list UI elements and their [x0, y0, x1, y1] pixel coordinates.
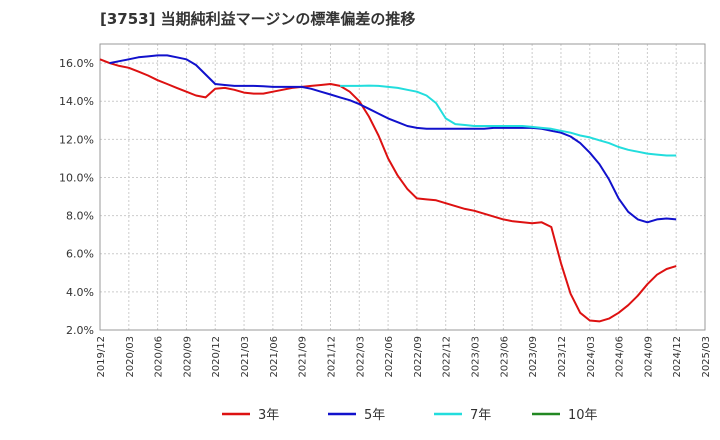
x-tick-label: 2021/12	[326, 336, 337, 378]
series-layer	[99, 54, 677, 323]
plot-frame	[99, 43, 706, 331]
x-tick-label: 2024/06	[615, 336, 626, 378]
x-tick-label: 2021/03	[240, 336, 251, 378]
y-tick-label: 16.0%	[59, 57, 94, 70]
x-tick-label: 2025/03	[701, 336, 712, 378]
y-tick-label: 4.0%	[66, 286, 94, 299]
chart-title: [3753] 当期純利益マージンの標準偏差の推移	[100, 10, 416, 28]
series-line-3年	[99, 58, 677, 323]
series-line-5年	[109, 54, 677, 224]
x-tick-label: 2021/09	[298, 336, 309, 378]
x-tick-label: 2023/12	[557, 336, 568, 378]
x-tick-label: 2023/03	[471, 336, 482, 378]
x-tick-label: 2020/09	[182, 336, 193, 378]
grid-layer	[99, 44, 706, 331]
y-tick-label: 6.0%	[66, 248, 94, 261]
x-tick-label: 2020/03	[125, 336, 136, 378]
y-tick-label: 12.0%	[59, 133, 94, 146]
x-tick-label: 2022/03	[355, 336, 366, 378]
legend-label: 5年	[364, 408, 385, 423]
x-tick-label: 2023/06	[499, 336, 510, 378]
legend-label: 10年	[568, 408, 598, 423]
x-tick-label: 2023/09	[528, 336, 539, 378]
x-tick-label: 2019/12	[96, 336, 107, 378]
x-tick-label: 2021/06	[269, 336, 280, 378]
y-tick-label: 2.0%	[66, 324, 94, 337]
x-tick-label: 2020/12	[211, 336, 222, 378]
x-tick-label: 2022/09	[413, 336, 424, 378]
y-tick-label: 14.0%	[59, 95, 94, 108]
y-tick-label: 8.0%	[66, 210, 94, 223]
series-line-7年	[340, 84, 677, 157]
legend: 3年 5年 7年 10年	[222, 408, 598, 423]
legend-label: 3年	[258, 408, 279, 423]
x-axis: 2019/12 2020/03 2020/06 2020/09 2020/12 2021/…	[96, 336, 712, 378]
legend-label: 7年	[470, 408, 491, 423]
x-tick-label: 2022/06	[384, 336, 395, 378]
x-tick-label: 2020/06	[154, 336, 165, 378]
x-tick-label: 2024/12	[672, 336, 683, 378]
x-tick-label: 2022/12	[442, 336, 453, 378]
y-tick-label: 10.0%	[59, 171, 94, 184]
x-tick-label: 2024/03	[586, 336, 597, 378]
y-axis: 2.0% 4.0% 6.0% 8.0% 10.0% 12.0% 14.0% 16.0%	[59, 57, 94, 337]
x-tick-label: 2024/09	[643, 336, 654, 378]
